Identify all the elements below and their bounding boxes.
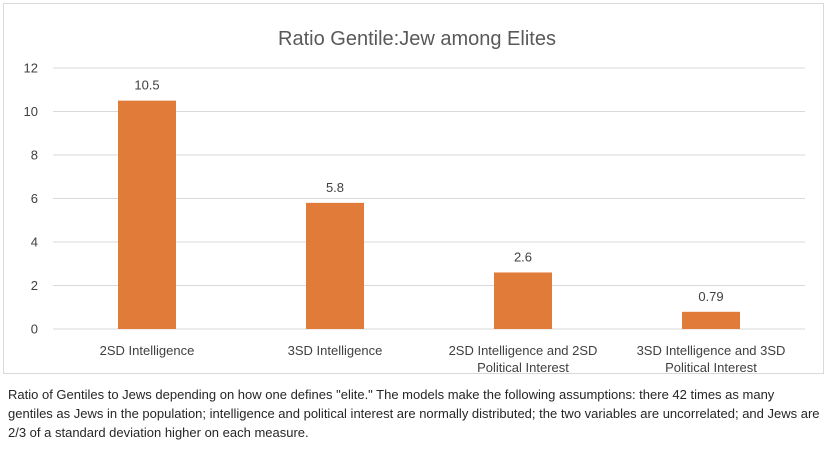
y-tick-label: 0 — [31, 322, 38, 337]
bar — [682, 311, 740, 329]
bar-chart: Ratio Gentile:Jew among Elites 0 2 4 6 8 10 12… — [24, 28, 805, 373]
gridlines — [53, 67, 805, 330]
y-tick-label: 8 — [31, 148, 38, 163]
category-label: 2SD Intelligence — [100, 343, 195, 358]
data-label: 2.6 — [514, 249, 532, 264]
bars — [118, 100, 740, 329]
data-labels: 10.5 5.8 2.6 0.79 — [134, 78, 723, 304]
data-label: 10.5 — [134, 78, 159, 93]
y-tick-label: 4 — [31, 235, 38, 250]
category-label: Political Interest — [665, 360, 757, 373]
y-tick-label: 6 — [31, 191, 38, 206]
bar — [306, 202, 364, 329]
category-labels: 2SD Intelligence 3SD Intelligence 2SD Inte… — [100, 343, 786, 373]
bar — [118, 100, 176, 329]
figure-caption: Ratio of Gentiles to Jews depending on h… — [8, 387, 820, 440]
y-tick-label: 2 — [31, 278, 38, 293]
y-tick-label: 10 — [24, 104, 38, 119]
chart-frame: Ratio Gentile:Jew among Elites 0 2 4 6 8 10 12… — [3, 3, 824, 374]
chart-title: Ratio Gentile:Jew among Elites — [278, 28, 556, 50]
category-label: 2SD Intelligence and 2SD — [449, 343, 598, 358]
bar — [494, 272, 552, 329]
data-label: 5.8 — [326, 180, 344, 195]
y-axis-ticks: 0 2 4 6 8 10 12 — [24, 61, 38, 337]
category-label: 3SD Intelligence — [288, 343, 383, 358]
y-tick-label: 12 — [24, 61, 38, 76]
data-label: 0.79 — [698, 289, 723, 304]
category-label: Political Interest — [477, 360, 569, 373]
category-label: 3SD Intelligence and 3SD — [637, 343, 786, 358]
